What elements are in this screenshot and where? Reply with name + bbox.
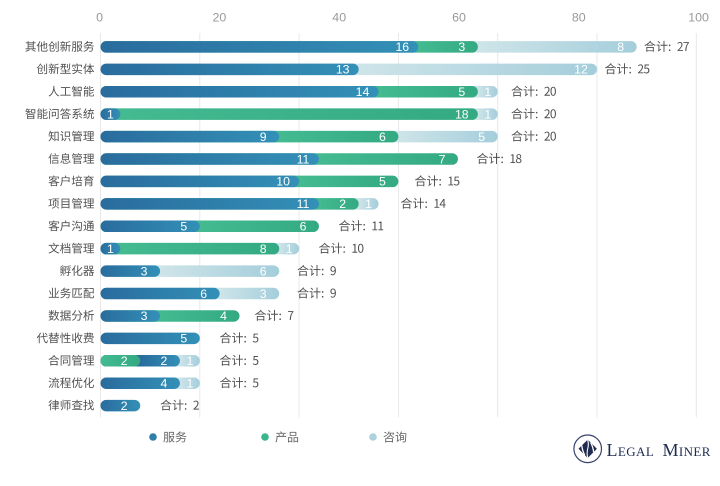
- svg-text:6: 6: [300, 220, 307, 234]
- svg-text:8: 8: [617, 40, 624, 54]
- svg-text:6: 6: [200, 287, 207, 301]
- svg-text:1: 1: [365, 197, 372, 211]
- svg-text:5: 5: [458, 85, 465, 99]
- svg-text:20: 20: [213, 10, 227, 24]
- svg-text:14: 14: [356, 85, 370, 99]
- svg-text:1: 1: [484, 108, 491, 122]
- svg-text:MINER: MINER: [663, 440, 711, 460]
- svg-text:4: 4: [160, 377, 167, 391]
- svg-text:5: 5: [478, 130, 485, 144]
- svg-text:3: 3: [141, 309, 148, 323]
- svg-text:1: 1: [107, 242, 114, 256]
- svg-text:10: 10: [276, 175, 290, 189]
- svg-text:18: 18: [455, 108, 469, 122]
- svg-text:2: 2: [339, 197, 346, 211]
- svg-text:7: 7: [439, 152, 446, 166]
- svg-text:1: 1: [186, 354, 193, 368]
- svg-text:2: 2: [121, 354, 128, 368]
- svg-text:5: 5: [180, 332, 187, 346]
- svg-text:13: 13: [336, 63, 350, 77]
- svg-text:1: 1: [484, 85, 491, 99]
- svg-text:16: 16: [395, 40, 409, 54]
- svg-text:11: 11: [297, 197, 310, 211]
- svg-text:2: 2: [160, 354, 167, 368]
- svg-text:11: 11: [297, 152, 310, 166]
- svg-text:1: 1: [286, 242, 293, 256]
- svg-text:2: 2: [121, 399, 128, 413]
- svg-text:60: 60: [452, 10, 466, 24]
- svg-text:5: 5: [379, 175, 386, 189]
- svg-text:100: 100: [688, 10, 709, 24]
- svg-text:8: 8: [260, 242, 267, 256]
- svg-text:3: 3: [458, 40, 465, 54]
- svg-text:6: 6: [260, 264, 267, 278]
- svg-text:0: 0: [96, 10, 103, 24]
- svg-text:5: 5: [180, 220, 187, 234]
- svg-text:1: 1: [107, 108, 114, 122]
- svg-text:3: 3: [141, 264, 148, 278]
- svg-text:1: 1: [186, 377, 193, 391]
- svg-text:9: 9: [260, 130, 267, 144]
- svg-text:80: 80: [572, 10, 586, 24]
- svg-text:4: 4: [220, 309, 227, 323]
- svg-text:12: 12: [574, 63, 588, 77]
- svg-text:6: 6: [379, 130, 386, 144]
- svg-text:LEGAL: LEGAL: [607, 440, 655, 460]
- svg-text:3: 3: [260, 287, 267, 301]
- svg-text:40: 40: [332, 10, 346, 24]
